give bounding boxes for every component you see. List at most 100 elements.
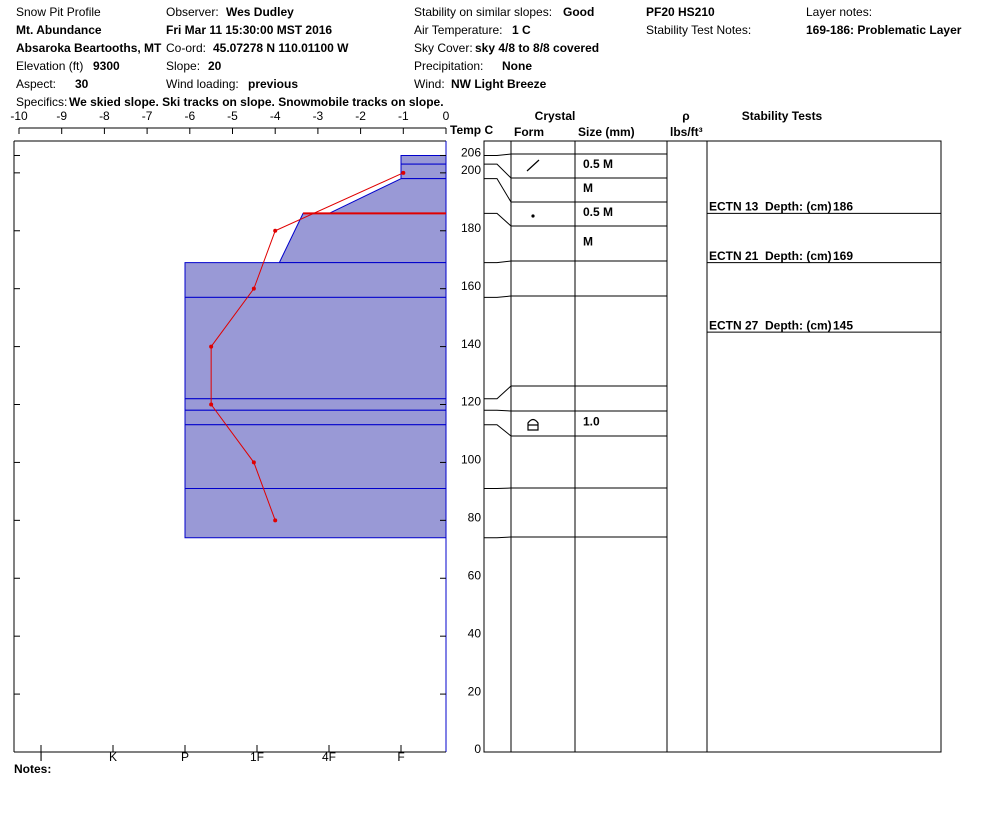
title: Snow Pit Profile: [16, 5, 101, 19]
temperature-point: [401, 170, 406, 175]
y-tick-label: 140: [461, 337, 481, 351]
label: Layer notes:: [806, 5, 872, 19]
crystal-size: 1.0: [583, 415, 600, 429]
label: Wind loading:: [166, 77, 239, 91]
y-tick-label: 40: [468, 626, 482, 640]
temperature-point: [273, 228, 278, 233]
x-tick-label: -3: [313, 109, 324, 123]
hardness-layer: [184, 487, 447, 539]
header: Snow Pit Profile Mt. Abundance Absaroka …: [16, 5, 962, 109]
x-tick-label: 0: [443, 109, 450, 123]
value: NW Light Breeze: [451, 77, 547, 91]
x-tick-label: -4: [270, 109, 281, 123]
value: We skied slope. Ski tracks on slope. Sno…: [69, 95, 444, 109]
y-tick-label: 206: [461, 146, 481, 160]
x-tick-label: -10: [10, 109, 28, 123]
crystal-size: M: [583, 235, 593, 249]
hardness-tick-label: F: [397, 750, 404, 764]
value: 9300: [93, 59, 120, 73]
label: Elevation (ft): [16, 59, 83, 73]
y-tick-label: 120: [461, 395, 481, 409]
layer-boundary: [484, 153, 667, 156]
value: 169-186: Problematic Layer: [806, 23, 962, 37]
label: Precipitation:: [414, 59, 483, 73]
label: Stability on similar slopes:: [414, 5, 552, 19]
date: Fri Mar 11 15:30:00 MST 2016: [166, 23, 332, 37]
layer-boundary: [484, 424, 667, 437]
x-tick-label: -8: [99, 109, 110, 123]
value: 1 C: [512, 23, 531, 37]
layer-boundary: [484, 163, 667, 179]
test-name: ECTN 27: [709, 318, 759, 332]
x-tick-label: -6: [184, 109, 195, 123]
y-tick-label: 200: [461, 163, 481, 177]
test-depth: 186: [833, 200, 853, 214]
test-depth-label: Depth: (cm): [765, 318, 832, 332]
y-tick-label: 60: [468, 568, 482, 582]
crystal-size: M: [583, 181, 593, 195]
layer-boundary: [484, 178, 667, 203]
value: sky 4/8 to 8/8 covered: [475, 41, 599, 55]
test-name: ECTN 13: [709, 200, 759, 214]
hardness-layer: [184, 424, 447, 489]
test-depth-label: Depth: (cm): [765, 249, 832, 263]
hardness-tick-label: 4F: [322, 750, 336, 764]
temperature-point: [251, 286, 256, 291]
value: 30: [75, 77, 89, 91]
temp-axis-label: Temp C: [450, 123, 493, 137]
value: Wes Dudley: [226, 5, 294, 19]
value: None: [502, 59, 532, 73]
layer-boundary: [484, 409, 667, 412]
column-header: lbs/ft³: [670, 125, 703, 139]
x-tick-label: -9: [56, 109, 67, 123]
hardness-layer: [400, 163, 447, 180]
column-header: Crystal: [535, 109, 576, 123]
x-tick-label: -1: [398, 109, 409, 123]
hardness-layer: [278, 212, 447, 264]
test-depth: 169: [833, 249, 853, 263]
label: Aspect:: [16, 77, 56, 91]
layer-boundary: [484, 212, 667, 227]
hardness-layer: [184, 398, 447, 411]
temperature-point: [273, 518, 278, 523]
hardness-layer: [328, 178, 447, 214]
hardness-layer: [184, 296, 447, 400]
hardness-layer: [400, 154, 447, 165]
form-icon: [527, 418, 539, 431]
hardness-tick-label: 1F: [250, 750, 264, 764]
column-header: Form: [514, 125, 544, 139]
label: Wind:: [414, 77, 445, 91]
label: Sky Cover:: [414, 41, 473, 55]
temperature-point: [209, 344, 214, 349]
layer-boundary: [484, 260, 667, 264]
label: Slope:: [166, 59, 200, 73]
label: Air Temperature:: [414, 23, 502, 37]
test-name: ECTN 21: [709, 249, 759, 263]
column-header: Size (mm): [578, 125, 635, 139]
x-tick-label: -2: [355, 109, 366, 123]
value: Good: [563, 5, 594, 19]
y-tick-label: 160: [461, 279, 481, 293]
value: 45.07278 N 110.01100 W: [213, 41, 349, 55]
x-tick-label: -7: [142, 109, 153, 123]
y-tick-label: 100: [461, 453, 481, 467]
form-icon: [526, 159, 540, 172]
hardness-layer: [184, 262, 447, 298]
hardness-tick-label: K: [109, 750, 117, 764]
table-frame: [483, 140, 942, 753]
y-tick-label: 0: [474, 742, 481, 756]
label: Observer:: [166, 5, 219, 19]
temperature-point: [251, 460, 256, 465]
pf-hs: PF20 HS210: [646, 5, 715, 19]
y-tick-label: 20: [468, 684, 482, 698]
x-tick-label: -5: [227, 109, 238, 123]
column-header: ρ: [682, 109, 689, 123]
value: previous: [248, 77, 298, 91]
column-header: Stability Tests: [742, 109, 823, 123]
temperature-point: [209, 402, 214, 407]
hardness-tick-label: I: [39, 750, 42, 764]
crystal-size: 0.5 M: [583, 205, 613, 219]
y-tick-label: 180: [461, 221, 481, 235]
layer-boundary: [484, 536, 667, 539]
